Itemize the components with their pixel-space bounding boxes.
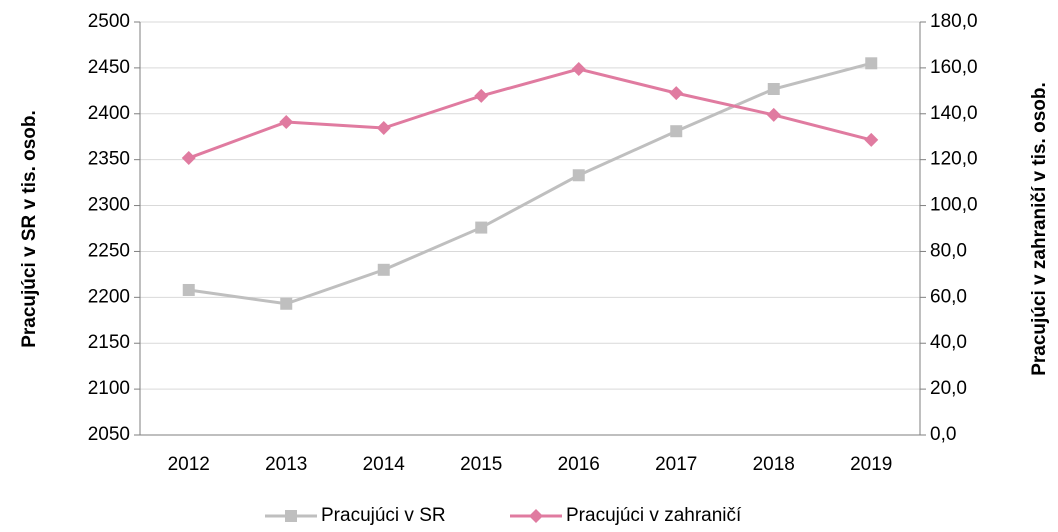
y-tick-label: 2100	[88, 378, 130, 399]
y2-tick-label: 20,0	[930, 378, 967, 399]
y-axis-title: Pracujúci v SR v tis. osob.	[19, 110, 40, 348]
y2-axis-title: Pracujúci v zahraničí v tis. osob.	[1029, 82, 1050, 376]
marker	[182, 283, 195, 296]
y-tick-label: 2300	[88, 195, 130, 216]
marker	[377, 263, 390, 276]
x-tick-label: 2015	[460, 454, 502, 475]
y-tick-label: 2450	[88, 57, 130, 78]
marker	[864, 132, 879, 147]
marker	[865, 57, 878, 70]
x-tick-label: 2012	[168, 454, 210, 475]
marker	[670, 125, 683, 138]
y-tick-label: 2400	[88, 103, 130, 124]
y2-tick-label: 160,0	[930, 57, 978, 78]
legend-marker	[285, 510, 297, 522]
y-tick-label: 2350	[88, 149, 130, 170]
y2-tick-label: 180,0	[930, 11, 978, 32]
y2-tick-label: 120,0	[930, 149, 978, 170]
marker	[475, 221, 488, 234]
y-tick-label: 2250	[88, 240, 130, 261]
y-tick-label: 2200	[88, 286, 130, 307]
marker	[279, 115, 294, 130]
y-tick-label: 2150	[88, 332, 130, 353]
marker	[474, 88, 489, 103]
x-tick-label: 2013	[265, 454, 307, 475]
marker	[376, 121, 391, 136]
series-line	[188, 67, 872, 160]
y2-tick-label: 40,0	[930, 332, 967, 353]
x-tick-label: 2014	[363, 454, 406, 475]
x-tick-label: 2017	[655, 454, 697, 475]
legend-marker	[529, 509, 543, 523]
y-tick-label: 2500	[88, 11, 130, 32]
y2-tick-label: 0,0	[930, 424, 956, 445]
series-line	[188, 61, 872, 306]
y2-tick-label: 140,0	[930, 103, 978, 124]
y2-tick-label: 60,0	[930, 286, 967, 307]
marker	[280, 297, 293, 310]
marker	[766, 107, 781, 122]
x-tick-label: 2016	[558, 454, 600, 475]
marker	[767, 82, 780, 95]
legend-label: Pracujúci v zahraničí	[566, 505, 742, 526]
marker	[181, 151, 196, 166]
x-tick-label: 2019	[850, 454, 892, 475]
marker	[572, 169, 585, 182]
marker	[669, 86, 684, 101]
y2-tick-label: 80,0	[930, 240, 967, 261]
x-tick-label: 2018	[753, 454, 795, 475]
y-tick-label: 2050	[88, 424, 130, 445]
marker	[571, 62, 586, 77]
y2-tick-label: 100,0	[930, 195, 978, 216]
legend-label: Pracujúci v SR	[321, 505, 446, 526]
